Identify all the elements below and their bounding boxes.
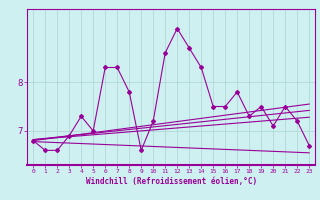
X-axis label: Windchill (Refroidissement éolien,°C): Windchill (Refroidissement éolien,°C) <box>86 177 257 186</box>
